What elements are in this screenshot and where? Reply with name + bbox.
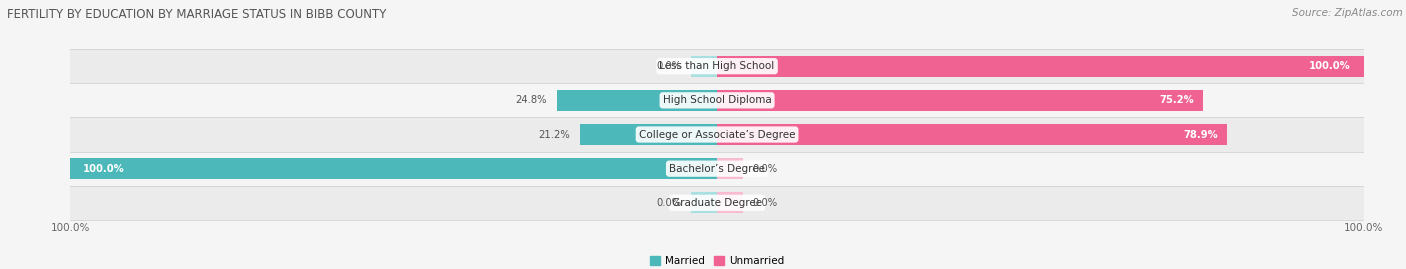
Text: FERTILITY BY EDUCATION BY MARRIAGE STATUS IN BIBB COUNTY: FERTILITY BY EDUCATION BY MARRIAGE STATU… — [7, 8, 387, 21]
Text: 100.0%: 100.0% — [83, 164, 125, 174]
Text: 75.2%: 75.2% — [1159, 95, 1194, 105]
Text: 78.9%: 78.9% — [1182, 129, 1218, 140]
Text: 0.0%: 0.0% — [657, 198, 682, 208]
Bar — [70, 83, 1364, 118]
Bar — [692, 56, 717, 77]
Text: 24.8%: 24.8% — [516, 95, 547, 105]
Bar — [717, 90, 1204, 111]
Bar — [717, 192, 742, 213]
Bar — [692, 192, 717, 213]
Bar — [579, 124, 717, 145]
Bar — [70, 158, 717, 179]
Text: 21.2%: 21.2% — [538, 129, 571, 140]
Bar — [717, 158, 742, 179]
Text: Bachelor’s Degree: Bachelor’s Degree — [669, 164, 765, 174]
Bar — [70, 49, 1364, 83]
Legend: Married, Unmarried: Married, Unmarried — [645, 252, 789, 269]
Text: 0.0%: 0.0% — [657, 61, 682, 71]
Bar — [717, 56, 1364, 77]
Bar — [717, 124, 1227, 145]
Bar — [70, 118, 1364, 151]
Text: 100.0%: 100.0% — [1309, 61, 1351, 71]
Bar — [70, 151, 1364, 186]
Text: 0.0%: 0.0% — [752, 164, 778, 174]
Bar — [557, 90, 717, 111]
Text: College or Associate’s Degree: College or Associate’s Degree — [638, 129, 796, 140]
Text: 0.0%: 0.0% — [752, 198, 778, 208]
Text: Less than High School: Less than High School — [659, 61, 775, 71]
Text: High School Diploma: High School Diploma — [662, 95, 772, 105]
Text: Source: ZipAtlas.com: Source: ZipAtlas.com — [1292, 8, 1403, 18]
Text: Graduate Degree: Graduate Degree — [672, 198, 762, 208]
Bar — [70, 186, 1364, 220]
